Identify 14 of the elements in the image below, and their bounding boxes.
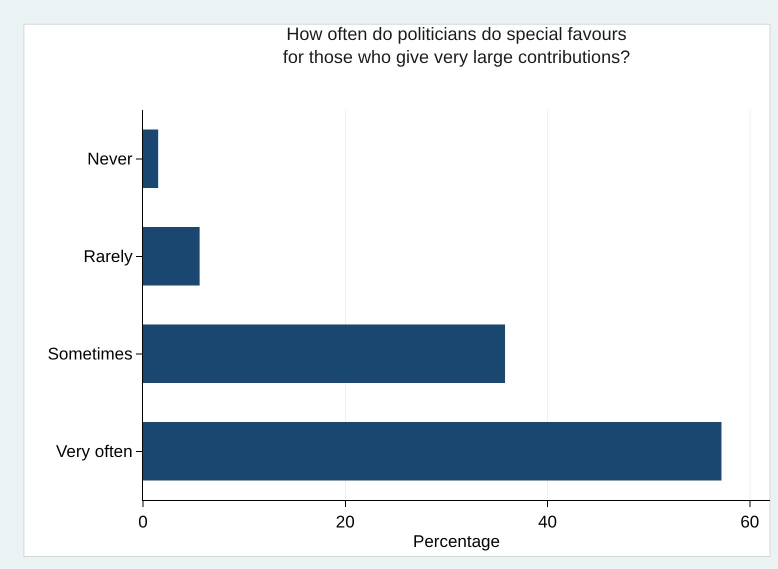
y-tick-label: Very often (56, 442, 133, 462)
y-tick-label: Rarely (83, 247, 134, 266)
x-tick-label: 0 (138, 512, 148, 532)
y-tick-label: Sometimes (48, 344, 133, 364)
bar (143, 422, 722, 480)
x-axis-title: Percentage (413, 532, 500, 551)
chart-title: How often do politicians do special favours for those who give very large contributions? (282, 24, 630, 68)
x-tick-label: 20 (336, 512, 355, 532)
bar (143, 130, 158, 188)
x-tick-label: 60 (740, 512, 760, 532)
bar (143, 227, 200, 286)
y-tick-label: Never (87, 150, 133, 169)
bar (143, 324, 506, 383)
x-tick-label: 40 (538, 512, 557, 532)
